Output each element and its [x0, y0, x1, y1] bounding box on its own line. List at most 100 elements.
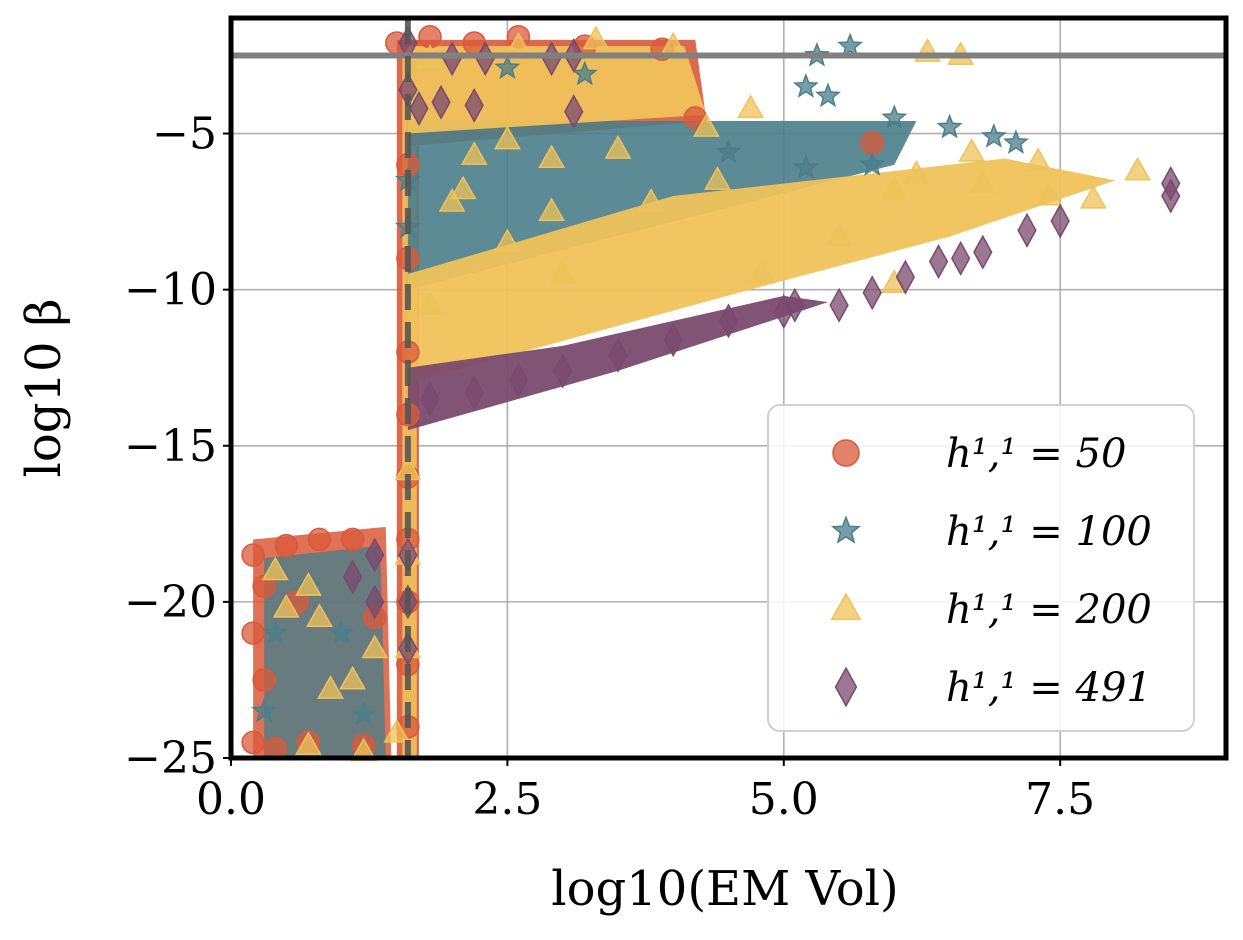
triangle-point: [272, 593, 300, 618]
diamond-point: [409, 91, 429, 127]
star-point: [328, 619, 355, 645]
triangle-point: [1024, 147, 1052, 172]
diamond-point: [1017, 212, 1037, 248]
legend-box: [767, 404, 1195, 732]
triangle-point: [1035, 181, 1063, 206]
star-point: [792, 73, 819, 98]
circle-point: [241, 543, 265, 567]
star-point: [715, 138, 742, 164]
triangle-point: [903, 159, 930, 184]
circle-point: [241, 621, 265, 645]
legend-triangle-icon: [830, 592, 862, 621]
triangle-point: [538, 197, 565, 222]
legend-circle-icon: [832, 439, 860, 467]
triangle-point: [460, 141, 488, 165]
plot-frame: [228, 15, 1229, 761]
triangle-point: [969, 169, 997, 194]
triangle-point: [383, 718, 411, 743]
x-axis-ticks: 0.0 2.5 5.0 7.5: [196, 758, 1095, 825]
triangle-point: [1079, 184, 1107, 209]
star-point: [251, 697, 278, 723]
legend: h¹,¹ = 50 h¹,¹ = 100 h¹,¹ = 200 h¹,¹ = 491: [767, 404, 1195, 732]
diamond-point: [718, 303, 739, 339]
diamond-point: [420, 381, 440, 417]
triangle-point: [295, 731, 322, 756]
diamond-point: [464, 375, 484, 411]
circle-point: [252, 668, 276, 692]
circle-point: [241, 730, 265, 755]
x-axis-label: log10(EM Vol): [551, 861, 898, 917]
legend-entry-label: h¹,¹ = 200: [946, 587, 1152, 633]
y-tick-label: −10: [124, 265, 217, 316]
circle-point: [307, 527, 332, 552]
diamond-point: [464, 87, 484, 123]
triangle-point: [693, 113, 720, 137]
triangle-point: [748, 259, 776, 284]
diamond-point: [365, 584, 385, 620]
diamond-point: [862, 275, 882, 311]
x-tick-label: 0.0: [196, 774, 266, 825]
triangle-point: [637, 188, 665, 212]
star-point: [936, 113, 963, 139]
triangle-point: [416, 291, 444, 315]
diamond-point: [564, 94, 584, 130]
triangle-point: [438, 188, 466, 212]
triangle-point: [261, 556, 289, 581]
y-tick-label: −15: [124, 421, 217, 472]
diamond-point: [365, 537, 385, 573]
triangle-point: [494, 228, 521, 253]
triangle-point: [449, 175, 477, 200]
reference-lines: [231, 18, 1226, 758]
triangle-point: [1124, 156, 1151, 181]
y-axis-label: log10 β: [16, 298, 72, 477]
triangle-point: [350, 737, 378, 762]
triangle-point: [825, 222, 853, 247]
star-point: [350, 700, 377, 726]
diamond-point: [1050, 203, 1070, 239]
y-tick-label: −20: [124, 577, 217, 628]
diamond-point: [663, 322, 683, 358]
legend-entry-label: h¹,¹ = 100: [946, 509, 1152, 555]
star-point: [980, 123, 1007, 148]
legend-entry-label: h¹,¹ = 491: [946, 665, 1152, 711]
x-tick-label: 2.5: [472, 774, 542, 825]
triangle-point: [737, 94, 764, 119]
diamond-point: [508, 362, 529, 398]
diamond-point: [829, 287, 849, 323]
triangle-point: [582, 25, 610, 50]
star-point: [571, 60, 598, 86]
triangle-point: [604, 134, 632, 159]
legend-star-icon: [831, 515, 861, 544]
y-tick-label: −25: [124, 733, 217, 784]
diamond-point: [431, 84, 451, 120]
triangle-point: [958, 138, 986, 162]
star-point: [494, 54, 521, 79]
triangle-point: [295, 572, 322, 596]
triangle-point: [317, 675, 344, 699]
circle-point: [340, 527, 365, 552]
triangle-point: [880, 175, 908, 200]
circle-point: [274, 533, 299, 558]
diamond-point: [608, 337, 628, 373]
y-tick-label: −5: [152, 109, 217, 160]
x-tick-label: 5.0: [749, 774, 819, 825]
diamond-point: [342, 559, 363, 595]
star-point: [815, 82, 841, 108]
star-point: [881, 104, 908, 129]
star-point: [837, 32, 864, 58]
circle-point: [252, 574, 276, 599]
triangle-point: [704, 166, 731, 190]
y-axis-ticks: −5 −10 −15 −20 −25: [124, 109, 231, 784]
diamond-point: [553, 353, 573, 389]
triangle-point: [306, 603, 333, 628]
triangle-point: [339, 665, 366, 690]
triangle-point: [549, 259, 577, 284]
diamond-point: [973, 234, 993, 270]
triangle-point: [494, 125, 521, 150]
star-point: [1002, 129, 1029, 154]
star-point: [262, 619, 289, 645]
diamond-point: [951, 240, 971, 276]
star-point: [859, 151, 886, 176]
triangle-point: [361, 634, 389, 659]
